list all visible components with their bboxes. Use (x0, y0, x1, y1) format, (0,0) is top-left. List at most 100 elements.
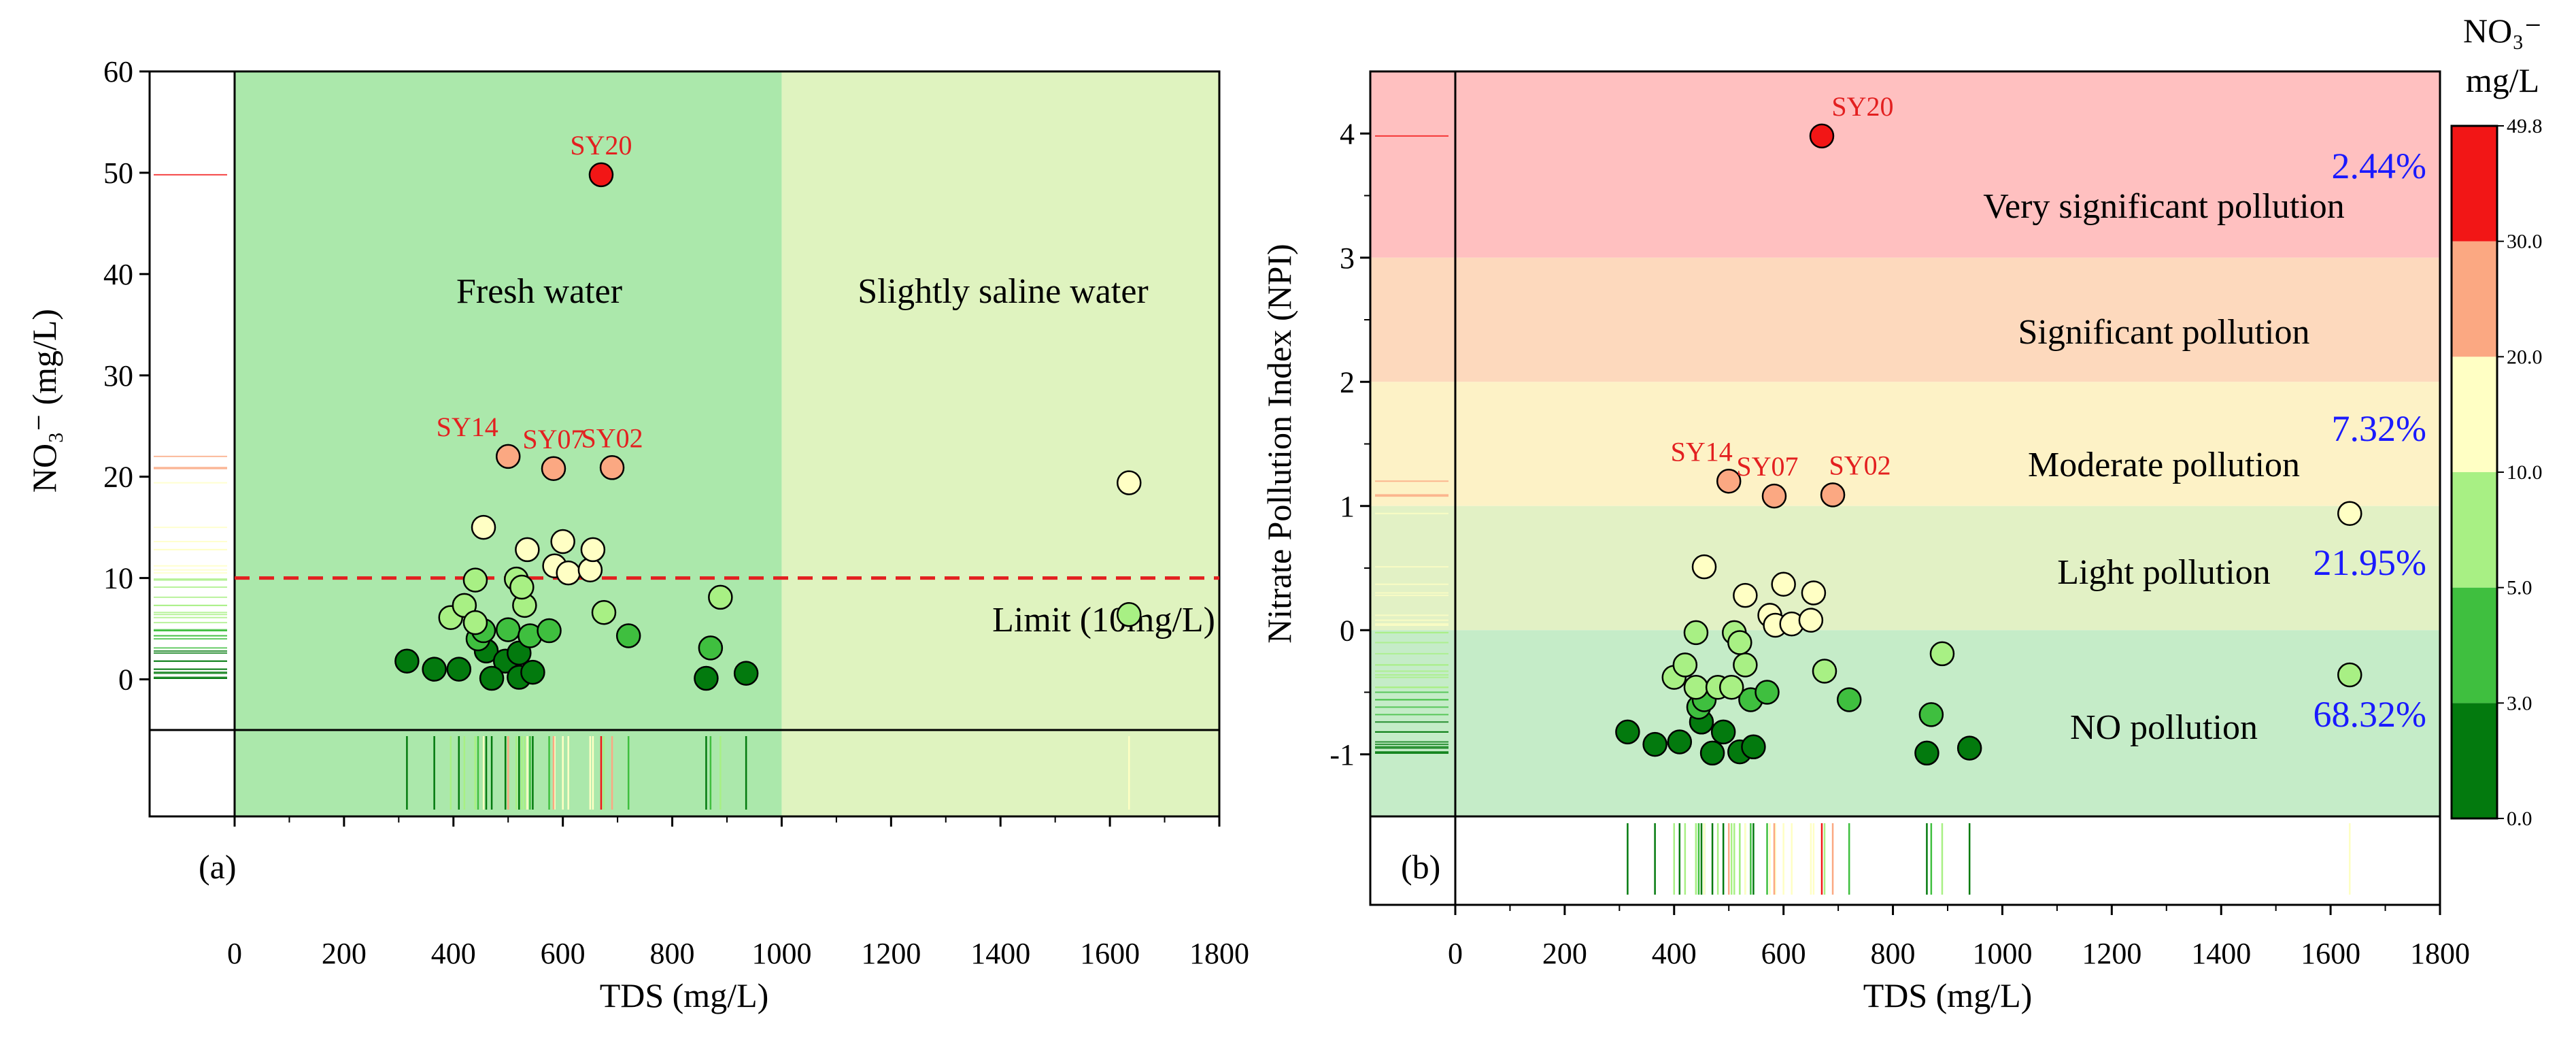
y-tick-label: 2 (1340, 365, 1355, 399)
sample-label: SY07 (1736, 451, 1798, 482)
data-point (446, 657, 472, 682)
data-point (520, 659, 545, 685)
data-point (1914, 740, 1939, 766)
x-tick-label: 800 (650, 937, 695, 970)
data-point (599, 455, 625, 480)
pollution-band (1370, 257, 2440, 382)
data-point (698, 635, 724, 661)
pollution-band (1370, 382, 2440, 506)
colorbar-tick-label: 5.0 (2507, 577, 2532, 599)
panel-b-x-axis-label: TDS (mg/L) (1863, 976, 2033, 1014)
panel-b-frame (1369, 70, 2441, 906)
colorbar-tick-label: 3.0 (2507, 692, 2532, 714)
data-point (1801, 580, 1827, 606)
colorbar-tick-label: 30.0 (2507, 231, 2543, 253)
pollution-bands (1370, 71, 2440, 816)
y-tick-label: -1 (1329, 738, 1355, 772)
panel-b-bottom-rug (1627, 823, 2351, 895)
x-tick-label: 1000 (1972, 937, 2032, 970)
fresh-water-region (235, 71, 782, 816)
pollution-band-label: Significant pollution (2018, 313, 2310, 352)
data-point (1716, 469, 1742, 494)
pollution-band (1370, 505, 2440, 631)
panel-a-points (394, 162, 1142, 691)
colorbar-segment (2452, 126, 2497, 242)
data-point (1683, 620, 1709, 646)
y-tick-label: 10 (103, 562, 133, 595)
colorbar-title: NO₃⁻ (2463, 12, 2542, 50)
colorbar-tick-label: 49.8 (2507, 115, 2543, 137)
colorbar-unit: mg/L (2466, 61, 2539, 99)
x-tick-label: 400 (1652, 937, 1697, 970)
panel-a-bottom-rug (406, 736, 1130, 810)
panel-b-sample-labels: SY20 SY14 SY07 SY02 (1671, 91, 1894, 482)
y-tick-label: 60 (103, 55, 133, 88)
data-point (462, 567, 488, 593)
data-point (708, 584, 733, 610)
pollution-band-percent: 21.95% (2314, 542, 2426, 583)
y-tick-label: 40 (103, 258, 133, 291)
y-tick-label: 20 (103, 461, 133, 494)
data-point (1683, 674, 1709, 700)
data-point (394, 648, 420, 674)
sample-label: SY20 (1831, 91, 1893, 122)
x-tick-label: 200 (322, 937, 367, 970)
x-tick-label: 0 (227, 937, 242, 970)
pollution-band-label: Very significant pollution (1983, 187, 2344, 226)
data-point (1733, 582, 1758, 608)
saline-water-label: Slightly saline water (858, 272, 1148, 311)
x-tick-label: 1600 (1080, 937, 1140, 970)
sample-label: SY14 (437, 412, 498, 442)
data-point (1710, 719, 1736, 745)
y-tick-label: 50 (103, 156, 133, 190)
y-tick-label: 30 (103, 359, 133, 393)
sample-label: SY14 (1671, 436, 1733, 467)
panel-a-left-rug (154, 173, 227, 680)
data-point (471, 514, 496, 540)
data-point (1755, 680, 1780, 705)
data-point (556, 560, 581, 586)
colorbar: NO₃⁻ mg/L 0.0 3.0 5.0 10.0 20.0 30.0 49.8 (2450, 12, 2543, 830)
panel-a: Limit (10mg/L) Fresh water Slightly sali… (25, 55, 1249, 1014)
x-tick-label: 1800 (1189, 937, 1249, 970)
data-point (1691, 554, 1717, 580)
data-point (588, 162, 614, 188)
x-tick-label: 0 (1448, 937, 1463, 970)
colorbar-segment (2452, 356, 2497, 472)
x-tick-label: 600 (1761, 937, 1806, 970)
data-point (615, 623, 641, 648)
panel-b-x-ticks: 0 200 400 600 800 1000 1200 1400 1600 1800 (1448, 905, 2470, 970)
data-point (694, 665, 719, 691)
sample-label: SY07 (522, 424, 584, 454)
data-point (462, 610, 488, 635)
colorbar-segment (2452, 241, 2497, 357)
data-point (1699, 740, 1725, 766)
data-point (591, 599, 617, 625)
x-tick-label: 800 (1871, 937, 1916, 970)
colorbar-ticks: 0.0 3.0 5.0 10.0 20.0 30.0 49.8 (2497, 115, 2543, 830)
panel-b-y-axis-label: Nitrate Pollution Index (NPI) (1260, 244, 1298, 643)
data-point (1812, 659, 1837, 684)
data-point (1642, 731, 1667, 757)
pollution-band-label: Moderate pollution (2028, 446, 2300, 484)
pollution-band (1370, 630, 2440, 816)
data-point (733, 661, 759, 686)
data-point (1727, 630, 1752, 655)
sample-label: SY20 (570, 130, 632, 161)
fresh-water-label: Fresh water (456, 272, 622, 311)
panel-b-y-ticks: -1 0 1 2 3 4 (1329, 117, 1370, 772)
panel-a-x-ticks: 0 200 400 600 800 1000 1200 1400 1600 1800 (227, 816, 1249, 970)
colorbar-segments (2452, 126, 2497, 818)
limit-label: Limit (10mg/L) (992, 601, 1215, 640)
x-tick-label: 1000 (751, 937, 811, 970)
panel-a-x-axis-label: TDS (mg/L) (600, 976, 769, 1014)
pollution-band-percent: 68.32% (2314, 694, 2426, 735)
data-point (1761, 483, 1787, 509)
data-point (2337, 501, 2362, 526)
pollution-band-label: Light pollution (2057, 553, 2270, 592)
data-point (509, 574, 535, 600)
panel-b-left-rug (1375, 135, 1448, 754)
x-tick-label: 1400 (970, 937, 1030, 970)
